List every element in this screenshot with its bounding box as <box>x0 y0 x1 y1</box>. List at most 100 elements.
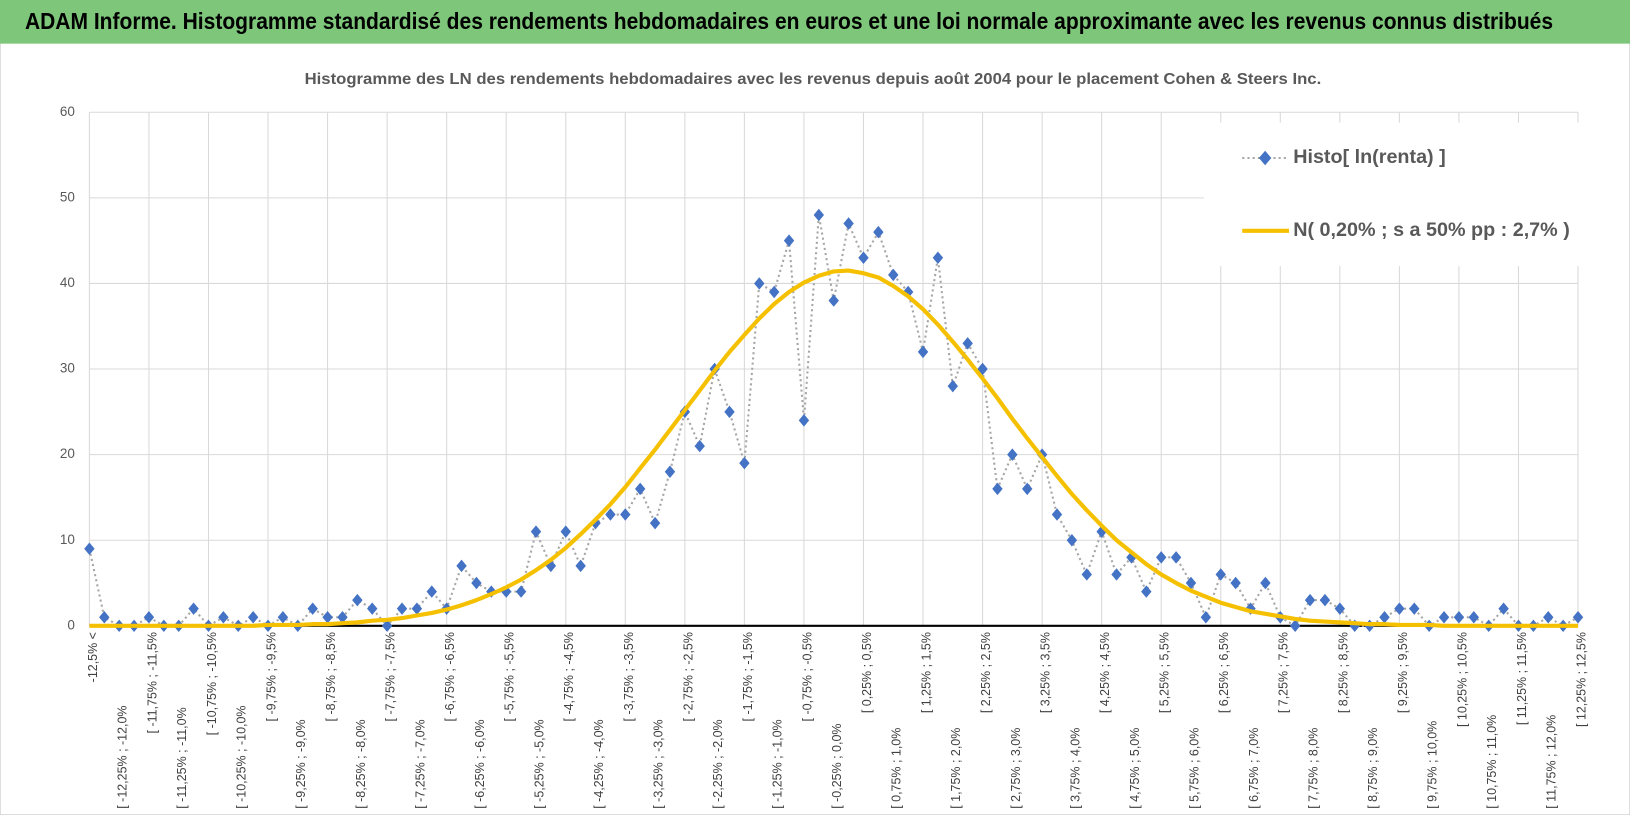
data-point <box>1215 568 1226 581</box>
data-point <box>307 602 318 615</box>
y-tick-label: 60 <box>60 104 75 119</box>
x-tick-label: -12,5% < <box>86 632 100 682</box>
x-tick-label: [ 12,25% ; 12,5% <box>1574 632 1588 727</box>
data-point <box>1111 568 1122 581</box>
data-point <box>1409 602 1420 615</box>
x-tick-label: [ -3,75% ; -3,5% <box>622 632 636 721</box>
data-point <box>1051 508 1063 521</box>
data-point <box>337 611 348 624</box>
data-point <box>188 602 199 615</box>
data-point <box>1498 602 1509 615</box>
x-tick-label: [ 9,75% ; 10,0% <box>1426 721 1440 809</box>
x-tick-label: [ 7,25% ; 7,5% <box>1277 632 1291 713</box>
x-tick-label: [ -9,25% ; -9,0% <box>294 719 308 808</box>
data-point <box>322 611 333 624</box>
x-tick-label: [ -11,25% ; -11,0% <box>175 707 189 808</box>
grid: 0 10 20 30 40 50 60 -12,5% < [ -12,25% ; -12,0% [… <box>60 104 1589 809</box>
data-point <box>1260 576 1271 590</box>
data-point <box>99 611 110 624</box>
data-point <box>1081 568 1092 581</box>
data-point <box>247 611 259 624</box>
title-bar <box>0 0 1630 44</box>
data-point <box>754 277 765 290</box>
x-tick-label: [ 0,25% ; 0,5% <box>860 632 874 713</box>
data-point <box>739 456 750 470</box>
chart-title: Histogramme des LN des rendements hebdom… <box>305 71 1322 88</box>
data-point <box>1468 611 1480 624</box>
data-point <box>1007 448 1018 461</box>
x-tick-label: [ -11,75% ; -11,5% <box>145 632 159 733</box>
x-tick-label: [ 0,75% ; 1,0% <box>890 728 904 809</box>
y-tick-label: 40 <box>60 275 75 290</box>
x-tick-label: [ 5,25% ; 5,5% <box>1158 632 1172 713</box>
x-tick-label: [ -7,25% ; -7,0% <box>413 719 427 808</box>
y-tick-label: 10 <box>60 532 75 547</box>
page-title: ADAM Informe. Histogramme standardisé de… <box>25 8 1553 34</box>
data-point <box>1304 593 1316 607</box>
data-point <box>1453 611 1465 624</box>
data-point <box>1319 593 1331 607</box>
x-tick-label: [ 3,75% ; 4,0% <box>1068 728 1082 809</box>
x-tick-label: [ -0,25% ; 0,0% <box>830 724 844 809</box>
data-point <box>277 611 289 624</box>
data-point <box>873 225 884 239</box>
y-tick-label: 0 <box>67 617 75 632</box>
data-point <box>1185 576 1197 590</box>
data-point <box>530 525 542 538</box>
y-tick-label: 30 <box>60 361 75 376</box>
data-point <box>143 611 155 624</box>
x-tick-label: [ 1,75% ; 2,0% <box>949 728 963 809</box>
data-point <box>1572 611 1584 624</box>
x-tick-label: [ -4,75% ; -4,5% <box>562 632 576 721</box>
x-tick-label: [ -1,75% ; -1,5% <box>741 632 755 721</box>
data-point <box>768 285 780 299</box>
x-tick-label: [ -9,75% ; -9,5% <box>264 632 278 721</box>
x-tick-label: [ -5,25% ; -5,0% <box>532 719 546 808</box>
x-tick-label: [ 8,25% ; 8,5% <box>1336 632 1350 713</box>
data-point <box>1022 482 1033 496</box>
x-tick-label: [ -2,75% ; -2,5% <box>681 632 695 721</box>
x-tick-label: [ -12,25% ; -12,0% <box>116 705 130 808</box>
x-tick-label: [ -7,75% ; -7,5% <box>384 632 398 721</box>
data-point <box>724 405 735 419</box>
x-tick-label: [ 8,75% ; 9,0% <box>1366 728 1380 809</box>
x-tick-label: [ 6,75% ; 7,0% <box>1247 728 1261 809</box>
legend-label: Histo[ ln(renta) ] <box>1293 146 1446 168</box>
y-tick-label: 50 <box>60 189 75 204</box>
data-point <box>590 516 601 530</box>
x-tick-label: [ 2,25% ; 2,5% <box>979 632 993 713</box>
y-tick-label: 20 <box>60 446 75 461</box>
data-point <box>84 542 95 556</box>
x-tick-label: [ -2,25% ; -2,0% <box>711 719 725 808</box>
x-tick-label: [ 3,25% ; 3,5% <box>1039 632 1053 713</box>
data-point <box>634 482 646 496</box>
data-point <box>1379 611 1390 624</box>
x-tick-label: [ -6,25% ; -6,0% <box>473 719 487 808</box>
x-tick-label: [ -3,25% ; -3,0% <box>652 719 666 808</box>
data-point <box>813 208 825 222</box>
x-tick-label: [ 4,75% ; 5,0% <box>1128 728 1142 809</box>
data-point <box>605 508 616 521</box>
data-point <box>1334 602 1346 615</box>
data-point <box>858 251 869 265</box>
x-tick-label: [ -6,75% ; -6,5% <box>443 632 457 721</box>
x-tick-label: [ -10,75% ; -10,5% <box>205 632 219 735</box>
legend-box <box>1203 122 1581 267</box>
data-point <box>1543 611 1554 624</box>
curve-line <box>89 268 1579 628</box>
legend-label: N( 0,20% ; s a 50% pp : 2,7% ) <box>1293 219 1570 241</box>
data-point <box>798 414 810 427</box>
data-point <box>471 576 482 590</box>
data-point <box>560 525 571 538</box>
x-tick-label: [ -10,25% ; -10,0% <box>235 705 249 808</box>
data-point <box>1394 602 1405 615</box>
x-tick-label: [ -5,75% ; -5,5% <box>503 632 517 721</box>
x-tick-label: [ 7,75% ; 8,0% <box>1307 728 1321 809</box>
x-tick-label: [ 2,75% ; 3,0% <box>1009 728 1023 809</box>
x-tick-label: [ -4,25% ; -4,0% <box>592 719 606 808</box>
data-point <box>1438 611 1450 624</box>
data-point <box>783 234 795 247</box>
x-tick-label: [ 5,75% ; 6,0% <box>1187 728 1201 809</box>
